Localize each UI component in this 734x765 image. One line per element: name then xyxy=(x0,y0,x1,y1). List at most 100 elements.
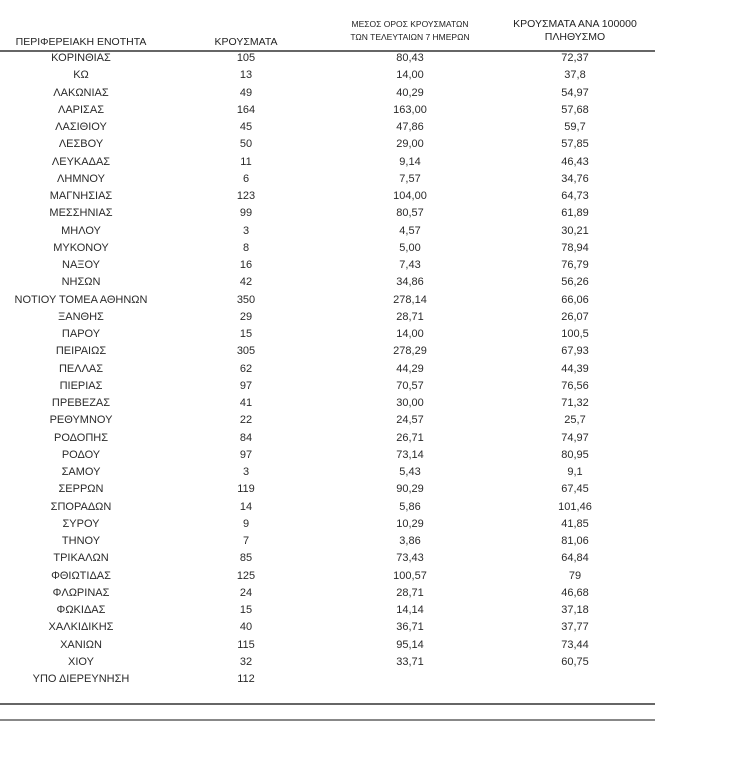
header-avg7-line1: ΜΕΣΟΣ ΟΡΟΣ ΚΡΟΥΣΜΑΤΩΝ xyxy=(351,19,469,29)
per100k-cell: 37,18 xyxy=(561,604,589,616)
region-cell: ΛΗΜΝΟΥ xyxy=(57,172,105,185)
cases-cell: 305 xyxy=(236,345,256,358)
region-cell: ΛΕΥΚΑΔΑΣ xyxy=(51,155,111,168)
per100k-cell: 57,85 xyxy=(561,138,589,151)
cases-cell: 123 xyxy=(236,190,256,202)
table-row: ΜΕΣΣΗΝΙΑΣ 99 80,57 61,89 xyxy=(0,205,660,222)
region-cell: ΡΟΔΟΥ xyxy=(61,448,101,461)
cases-cell: 50 xyxy=(239,138,253,151)
cases-cell: 3 xyxy=(242,224,250,237)
avg7-cell: 14,00 xyxy=(396,328,424,340)
header-per100k: ΚΡΟΥΣΜΑΤΑ ΑΝΑ 100000 ΠΛΗΘΥΣΜΟ xyxy=(485,18,665,44)
avg7-cell: 30,00 xyxy=(396,397,424,409)
cases-cell: 125 xyxy=(236,569,256,582)
cases-cell: 3 xyxy=(242,466,250,478)
per100k-cell: 71,32 xyxy=(561,397,589,409)
avg7-cell: 80,57 xyxy=(396,207,424,220)
avg7-cell: 29,00 xyxy=(396,138,424,151)
table-row: ΧΑΝΙΩΝ 115 95,14 73,44 xyxy=(0,637,660,654)
header-rule xyxy=(0,50,655,52)
table-row: ΠΡΕΒΕΖΑΣ 41 30,00 71,32 xyxy=(0,395,660,412)
cases-cell: 8 xyxy=(242,241,250,254)
table-row: ΚΩ 13 14,00 37,8 xyxy=(0,67,660,84)
per100k-cell: 60,75 xyxy=(561,655,589,668)
avg7-cell: 95,14 xyxy=(396,638,424,651)
per100k-cell: 80,95 xyxy=(561,448,589,461)
avg7-cell: 73,14 xyxy=(396,448,424,461)
region-cell: ΣΕΡΡΩΝ xyxy=(58,483,104,496)
per100k-cell: 74,97 xyxy=(561,431,589,444)
table-row: ΦΛΩΡΙΝΑΣ 24 28,71 46,68 xyxy=(0,585,660,602)
per100k-cell: 66,06 xyxy=(561,293,589,306)
header-cases: ΚΡΟΥΣΜΑΤΑ xyxy=(214,36,278,48)
table-row: ΜΑΓΝΗΣΙΑΣ 123 104,00 64,73 xyxy=(0,188,660,205)
cases-cell: 32 xyxy=(239,655,253,668)
table-row: ΤΡΙΚΑΛΩΝ 85 73,43 64,84 xyxy=(0,550,660,567)
table-row: ΡΟΔΟΥ 97 73,14 80,95 xyxy=(0,447,660,464)
region-cell: ΚΟΡΙΝΘΙΑΣ xyxy=(51,52,111,64)
per100k-cell: 46,68 xyxy=(561,586,589,599)
region-cell: ΠΡΕΒΕΖΑΣ xyxy=(51,397,111,409)
per100k-cell: 54,97 xyxy=(561,86,589,99)
cases-cell: 42 xyxy=(239,276,253,289)
avg7-cell: 7,57 xyxy=(399,172,421,185)
cases-cell: 112 xyxy=(237,673,255,685)
table-row: ΝΟΤΙΟΥ ΤΟΜΕΑ ΑΘΗΝΩΝ 350 278,14 66,06 xyxy=(0,292,660,309)
table-row: ΛΑΚΩΝΙΑΣ 49 40,29 54,97 xyxy=(0,85,660,102)
region-cell: ΡΕΘΥΜΝΟΥ xyxy=(49,414,113,427)
avg7-cell: 14,00 xyxy=(396,69,424,82)
per100k-cell: 56,26 xyxy=(561,276,589,289)
avg7-cell: 80,43 xyxy=(396,52,424,64)
cases-cell: 97 xyxy=(239,448,253,461)
per100k-cell: 25,7 xyxy=(564,414,586,427)
table-row: ΥΠΟ ΔΙΕΡΕΥΝΗΣΗ 112 xyxy=(0,671,660,688)
avg7-cell: 7,43 xyxy=(399,259,421,271)
region-cell: ΤΡΙΚΑΛΩΝ xyxy=(53,552,109,565)
region-cell: ΣΑΜΟΥ xyxy=(61,466,101,478)
avg7-cell: 28,71 xyxy=(396,586,424,599)
per100k-cell: 57,68 xyxy=(561,103,589,116)
per100k-cell: 44,39 xyxy=(561,362,589,375)
region-cell: ΤΗΝΟΥ xyxy=(61,535,101,547)
avg7-cell: 278,14 xyxy=(393,293,427,306)
avg7-cell: 47,86 xyxy=(396,121,424,133)
per100k-cell: 81,06 xyxy=(561,535,589,547)
avg7-cell: 40,29 xyxy=(396,86,424,99)
per100k-cell: 64,84 xyxy=(561,552,589,565)
table-row: ΜΗΛΟΥ 3 4,57 30,21 xyxy=(0,223,660,240)
table-row: ΜΥΚΟΝΟΥ 8 5,00 78,94 xyxy=(0,240,660,257)
region-cell: ΝΗΣΩΝ xyxy=(61,276,101,289)
per100k-cell: 9,1 xyxy=(567,466,583,478)
cases-cell: 105 xyxy=(236,52,256,64)
region-cell: ΜΥΚΟΝΟΥ xyxy=(53,241,109,254)
cases-cell: 7 xyxy=(242,535,250,547)
table-row: ΛΕΣΒΟΥ 50 29,00 57,85 xyxy=(0,136,660,153)
table-row: ΧΙΟΥ 32 33,71 60,75 xyxy=(0,654,660,671)
per100k-cell: 73,44 xyxy=(561,638,589,651)
region-cell: ΚΩ xyxy=(73,69,89,82)
region-cell: ΦΛΩΡΙΝΑΣ xyxy=(52,586,110,599)
per100k-cell: 76,79 xyxy=(561,259,589,271)
cases-cell: 29 xyxy=(239,310,253,323)
region-cell: ΛΑΡΙΣΑΣ xyxy=(57,103,104,116)
avg7-cell: 104,00 xyxy=(393,190,427,202)
region-cell: ΣΠΟΡΑΔΩΝ xyxy=(50,500,112,513)
avg7-cell: 34,86 xyxy=(396,276,424,289)
cases-cell: 164 xyxy=(236,103,256,116)
table-row: ΝΑΞΟΥ 16 7,43 76,79 xyxy=(0,257,660,274)
per100k-cell: 61,89 xyxy=(561,207,589,220)
per100k-cell: 79 xyxy=(568,569,582,582)
avg7-cell: 26,71 xyxy=(396,431,424,444)
per100k-cell: 76,56 xyxy=(561,379,589,392)
avg7-cell: 9,14 xyxy=(399,155,421,168)
region-cell: ΦΘΙΩΤΙΔΑΣ xyxy=(51,569,111,582)
cases-cell: 14 xyxy=(239,500,253,513)
cases-cell: 40 xyxy=(239,621,253,634)
avg7-cell: 100,57 xyxy=(393,569,427,582)
cases-cell: 45 xyxy=(239,121,253,133)
cases-cell: 85 xyxy=(239,552,253,565)
cases-cell: 15 xyxy=(239,328,253,340)
table-row: ΡΟΔΟΠΗΣ 84 26,71 74,97 xyxy=(0,430,660,447)
region-cell: ΧΙΟΥ xyxy=(68,655,94,668)
cases-cell: 49 xyxy=(239,86,253,99)
